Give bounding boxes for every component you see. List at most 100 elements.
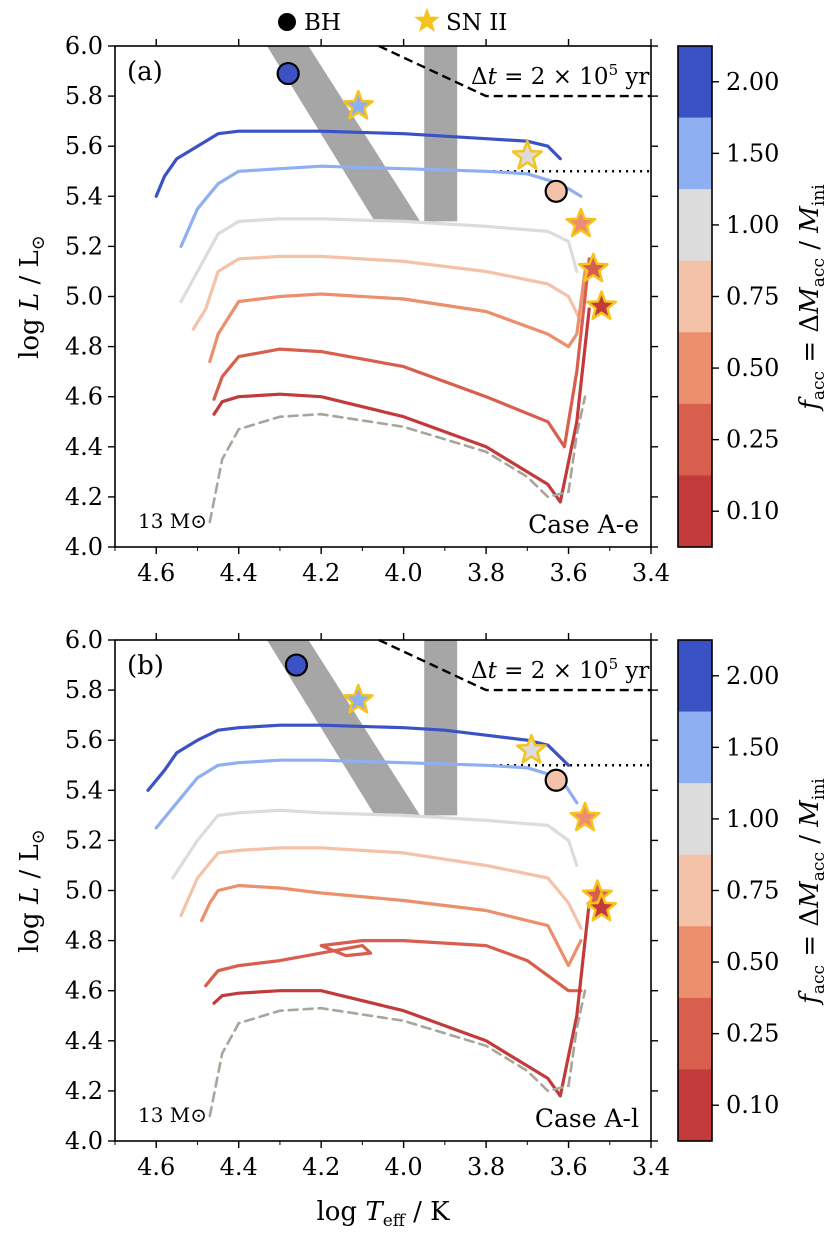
colorbar-label-b: facc = ΔMacc / Mini — [795, 778, 829, 1006]
tracks — [146, 723, 591, 1118]
legend: BH SN II — [278, 7, 507, 36]
track-facc-1-00 — [179, 217, 579, 304]
sn-marker — [577, 252, 609, 283]
track-facc-0-10 — [212, 901, 591, 1098]
colorbar-tick-label: 1.00 — [726, 211, 779, 239]
colorbar-tick-label: 0.50 — [726, 948, 779, 976]
colorbar-tick-label: 1.00 — [726, 805, 779, 833]
y-tick-label: 4.0 — [65, 1127, 103, 1155]
x-tick-label: 4.2 — [302, 559, 340, 587]
y-axis-label-b: log L / L⊙ — [15, 829, 49, 953]
colorbar-tick-label: 0.25 — [726, 426, 779, 454]
colorbar-tick-label: 1.50 — [726, 139, 779, 167]
x-tick-label: 4.0 — [385, 1153, 423, 1181]
x-axis-label: log Teff / K — [316, 1197, 450, 1231]
timescale-annotation-b: Δt = 2 × 105 yr — [471, 655, 649, 684]
y-tick-label: 5.2 — [65, 826, 103, 854]
x-tick-label: 4.6 — [137, 1153, 175, 1181]
reference-lines — [378, 638, 651, 767]
y-tick-label: 4.4 — [65, 1027, 103, 1055]
sn-marker — [342, 89, 374, 120]
timescale-annotation-a: Δt = 2 × 105 yr — [471, 61, 649, 90]
instability-strip-bands — [266, 46, 458, 222]
track-facc-0-50 — [208, 269, 587, 364]
colorbar-tick-label: 0.75 — [726, 877, 779, 905]
y-tick-label: 6.0 — [65, 32, 103, 60]
x-tick-label: 3.4 — [632, 559, 670, 587]
y-tick-label: 5.4 — [65, 182, 103, 210]
x-tick-label: 4.2 — [302, 1153, 340, 1181]
track-facc-1-50 — [154, 758, 579, 830]
sn-marker — [342, 683, 374, 714]
sn-marker — [569, 801, 601, 832]
x-tick-label: 3.4 — [632, 1153, 670, 1181]
colorbar-tick-label: 0.50 — [726, 354, 779, 382]
colorbar-segment — [678, 783, 712, 856]
y-tick-label: 4.2 — [65, 483, 103, 511]
colorbar-tick-label: 0.10 — [726, 497, 779, 525]
colorbar-segment — [678, 926, 712, 999]
colorbar-tick-label: 0.25 — [726, 1020, 779, 1048]
tracks — [154, 129, 591, 524]
grey-band-1 — [266, 640, 421, 816]
sn-legend-label: SN II — [446, 10, 507, 36]
grey-band-2 — [424, 640, 458, 816]
colorbar-tick-label: 2.00 — [726, 662, 779, 690]
case-label-a: Case A-e — [528, 510, 639, 539]
colorbar-segment — [678, 854, 712, 927]
dashed-reference-line — [378, 44, 651, 98]
y-tick-label: 5.0 — [65, 877, 103, 905]
y-tick-label: 5.6 — [65, 132, 103, 160]
y-tick-label: 5.6 — [65, 726, 103, 754]
colorbar-a: 2.00 1.50 1.00 0.75 0.50 0.25 0.10 — [677, 45, 779, 548]
bh-marker — [276, 61, 300, 86]
sn-marker — [565, 207, 597, 238]
bh-marker — [544, 768, 568, 792]
y-tick-label: 5.8 — [65, 676, 103, 704]
colorbar-segment — [678, 640, 712, 713]
colorbar-segment — [678, 475, 712, 548]
y-tick-label: 5.4 — [65, 776, 103, 804]
y-tick-label: 5.0 — [65, 283, 103, 311]
track-facc-2-00 — [154, 129, 562, 198]
panel-label-b: (b) — [127, 651, 164, 681]
axis-ticks-b: 4.6 4.4 4.2 4.0 3.8 3.6 3.4 4.0 4.2 4.4 4.6 4.8 5.0 5… — [65, 626, 670, 1181]
x-tick-label: 3.8 — [467, 1153, 505, 1181]
y-tick-label: 4.8 — [65, 927, 103, 955]
sn-marker — [586, 290, 618, 320]
x-tick-label: 3.6 — [549, 1153, 587, 1181]
sn-marker — [511, 139, 543, 170]
colorbar-tick-label: 1.50 — [726, 733, 779, 761]
track-facc-0-50 — [200, 883, 583, 968]
y-tick-label: 4.0 — [65, 533, 103, 561]
colorbar-frame — [677, 639, 713, 1142]
instability-strip-bands — [266, 640, 458, 816]
x-tick-label: 4.6 — [137, 559, 175, 587]
track-facc-0-75 — [179, 846, 583, 930]
colorbar-segment — [678, 117, 712, 190]
colorbar-b: 2.00 1.50 1.00 0.75 0.50 0.25 0.10 — [677, 639, 779, 1142]
endpoint-markers — [276, 61, 618, 320]
track-single-star — [208, 989, 587, 1118]
panel-a: 4.6 4.4 4.2 4.0 3.8 3.6 3.4 4.0 4.2 4.4 4.6 4.8 5.0 5… — [15, 32, 670, 587]
colorbar-segment — [678, 1069, 712, 1142]
bh-legend-marker — [278, 13, 296, 31]
y-tick-label: 4.6 — [65, 977, 103, 1005]
colorbar-segment — [678, 997, 712, 1070]
y-tick-label: 6.0 — [65, 626, 103, 654]
bh-legend-label: BH — [304, 10, 341, 36]
track-single-star — [208, 395, 587, 524]
y-axis-label-a: log L / L⊙ — [15, 235, 49, 359]
colorbar-segment — [678, 189, 712, 262]
track-facc-0-75 — [191, 254, 583, 331]
x-tick-label: 4.4 — [220, 559, 258, 587]
colorbar-segment — [678, 260, 712, 333]
colorbar-segment — [678, 332, 712, 405]
x-tick-label: 3.8 — [467, 559, 505, 587]
colorbar-segment — [678, 403, 712, 476]
colorbar-tick-label: 0.75 — [726, 283, 779, 311]
endpoint-markers — [284, 653, 618, 922]
colorbar-frame — [677, 45, 713, 548]
grey-band-2 — [424, 46, 458, 222]
case-label-b: Case A-l — [535, 1104, 639, 1133]
